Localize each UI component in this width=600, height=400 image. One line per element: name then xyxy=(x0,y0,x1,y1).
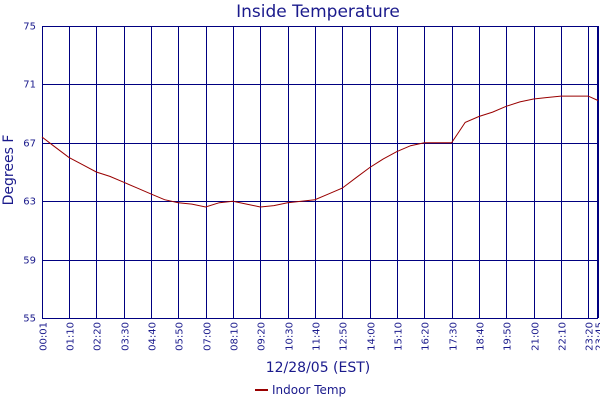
x-tick-label: 02:20 xyxy=(93,322,104,351)
y-axis-label: Degrees F xyxy=(1,135,17,206)
x-axis-label: 12/28/05 (EST) xyxy=(266,360,371,376)
x-tick-label: 18:40 xyxy=(476,322,487,351)
x-tick-label: 19:50 xyxy=(503,322,514,351)
y-tick-label: 63 xyxy=(23,197,36,208)
series-layer xyxy=(41,95,599,208)
y-tick-label: 59 xyxy=(23,256,36,267)
x-tick-label: 12:50 xyxy=(339,322,350,351)
plot-border xyxy=(42,26,598,319)
y-tick-label: 75 xyxy=(23,22,36,33)
x-tick-labels: 00:01 01:10 02:20 03:30 04:40 05:50 07:00 08:10… xyxy=(39,322,600,351)
legend-label: Indoor Temp xyxy=(272,383,346,397)
y-tick-label: 55 xyxy=(23,314,36,325)
x-tick-label: 09:20 xyxy=(257,322,268,351)
x-tick-label: 15:10 xyxy=(394,322,405,351)
x-tick-label: 22:10 xyxy=(558,322,569,351)
grid-layer xyxy=(42,26,599,319)
x-tick-label: 17:30 xyxy=(449,322,460,351)
x-tick-label: 08:10 xyxy=(230,322,241,351)
legend: Indoor Temp xyxy=(255,383,346,397)
x-tick-label: 11:40 xyxy=(312,322,323,351)
plot-frame xyxy=(42,26,598,319)
y-tick-label: 71 xyxy=(23,80,36,91)
x-tick-label: 14:00 xyxy=(367,322,378,351)
series-line-indoor-temp xyxy=(41,95,599,208)
x-tick-label: 10:30 xyxy=(285,322,296,351)
x-tick-label: 00:01 xyxy=(39,322,50,351)
y-tick-labels: 55 59 63 67 71 75 xyxy=(23,22,36,325)
x-tick-label: 23:45 xyxy=(595,322,600,351)
x-tick-label: 23:20 xyxy=(585,322,596,351)
x-tick-label: 03:30 xyxy=(121,322,132,351)
x-tick-label: 07:00 xyxy=(203,322,214,351)
x-tick-label: 16:20 xyxy=(421,322,432,351)
chart-title: Inside Temperature xyxy=(236,2,400,22)
x-tick-label: 05:50 xyxy=(175,322,186,351)
x-tick-label: 04:40 xyxy=(148,322,159,351)
x-tick-label: 21:00 xyxy=(531,322,542,351)
x-tick-label: 01:10 xyxy=(66,322,77,351)
y-tick-label: 67 xyxy=(23,139,36,150)
